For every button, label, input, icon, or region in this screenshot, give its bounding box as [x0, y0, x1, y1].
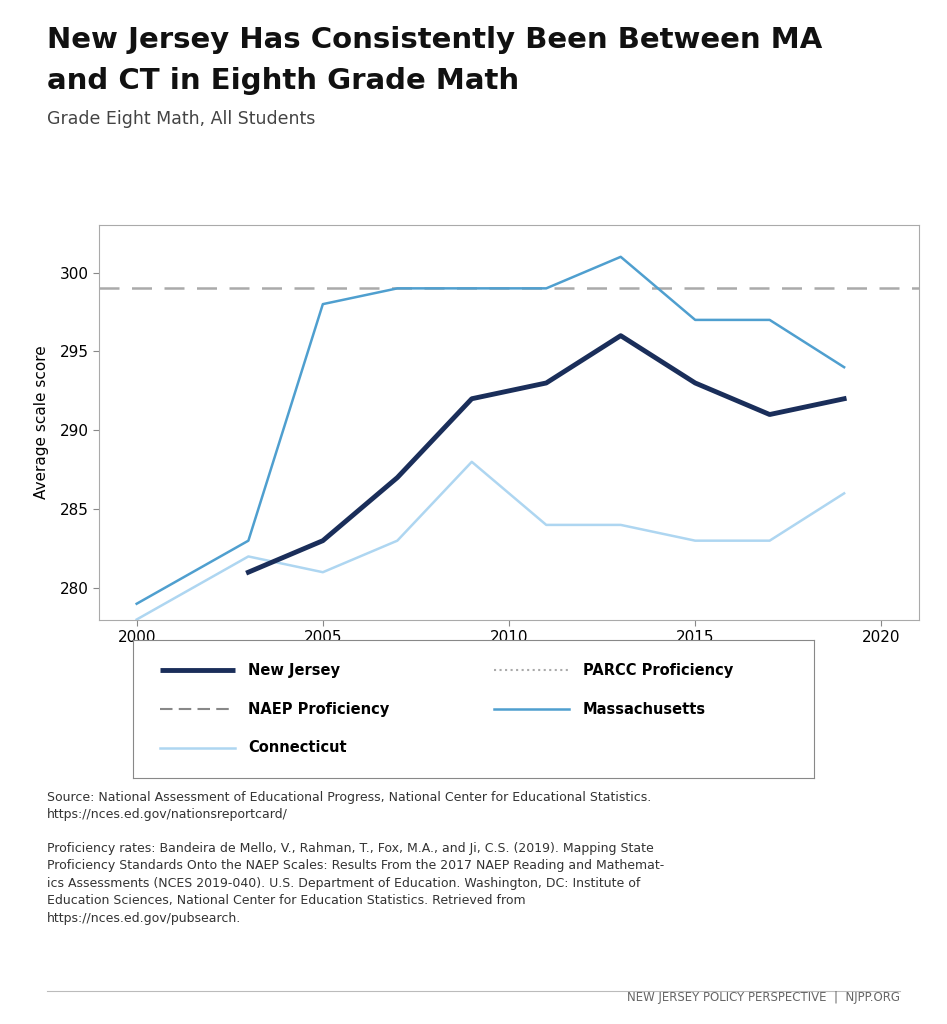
Text: Proficiency rates: Bandeira de Mello, V., Rahman, T., Fox, M.A., and Ji, C.S. (2: Proficiency rates: Bandeira de Mello, V.…	[47, 842, 665, 925]
X-axis label: Year: Year	[489, 653, 529, 672]
Text: and CT in Eighth Grade Math: and CT in Eighth Grade Math	[47, 67, 520, 94]
Text: Grade Eight Math, All Students: Grade Eight Math, All Students	[47, 110, 315, 128]
Text: NEW JERSEY POLICY PERSPECTIVE  |  NJPP.ORG: NEW JERSEY POLICY PERSPECTIVE | NJPP.ORG	[627, 990, 900, 1004]
Text: PARCC Proficiency: PARCC Proficiency	[582, 663, 733, 678]
Text: New Jersey: New Jersey	[248, 663, 341, 678]
Text: New Jersey Has Consistently Been Between MA: New Jersey Has Consistently Been Between…	[47, 26, 823, 53]
Text: Massachusetts: Massachusetts	[582, 701, 706, 717]
Text: Connecticut: Connecticut	[248, 740, 348, 756]
Text: Source: National Assessment of Educational Progress, National Center for Educati: Source: National Assessment of Education…	[47, 791, 652, 821]
Y-axis label: Average scale score: Average scale score	[34, 345, 49, 500]
Text: NAEP Proficiency: NAEP Proficiency	[248, 701, 390, 717]
